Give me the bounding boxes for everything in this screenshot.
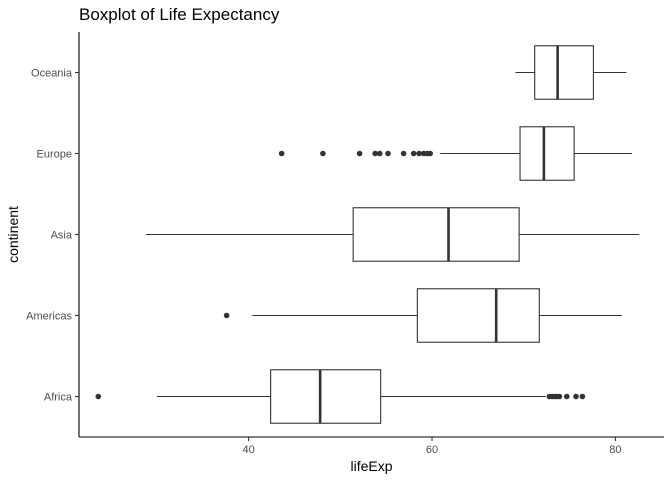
outlier-point-europe [385,150,391,157]
box-africa [270,369,382,424]
x-tick-label: 40 [243,444,255,456]
y-tick-label: Africa [44,392,73,404]
outlier-point-europe [410,150,417,157]
y-tick-label: Asia [51,230,73,242]
x-axis-ticks: 40 60 80 [243,437,622,456]
box-asia [352,207,520,262]
outlier-point-africa [579,393,586,400]
y-tick-label: Americas [26,311,72,323]
y-tick-label: Oceania [31,68,73,80]
y-axis-ticks: Oceania Europe Asia Americas Africa [26,68,79,404]
outlier-point-africa [556,393,563,400]
outlier-point-europe [376,150,383,157]
outlier-point-europe [372,150,378,157]
outlier-point-europe [400,150,407,157]
outlier-point-europe [356,150,363,157]
outlier-point-americas [223,312,230,319]
box-group-africa [95,369,586,424]
box-group-americas [223,288,622,343]
outlier-point-africa [564,393,570,400]
box-group-europe [278,126,632,181]
x-tick-label: 80 [609,444,621,456]
outlier-point-europe [278,150,285,157]
x-axis-title: lifeExp [350,458,392,474]
y-tick-label: Europe [37,149,72,161]
plot-area [95,45,640,424]
chart-title: Boxplot of Life Expectancy [79,5,280,24]
box-europe [519,126,575,181]
box-group-oceania [515,45,627,100]
outlier-point-africa [573,393,579,400]
box-americas [416,288,540,343]
x-tick-label: 60 [426,444,438,456]
box-group-asia [145,207,640,262]
outlier-point-europe [427,150,433,157]
outlier-point-europe [320,150,326,157]
outlier-point-europe [416,150,422,157]
box-oceania [534,45,594,100]
y-axis-title: continent [5,206,21,263]
outlier-point-africa [95,393,102,400]
